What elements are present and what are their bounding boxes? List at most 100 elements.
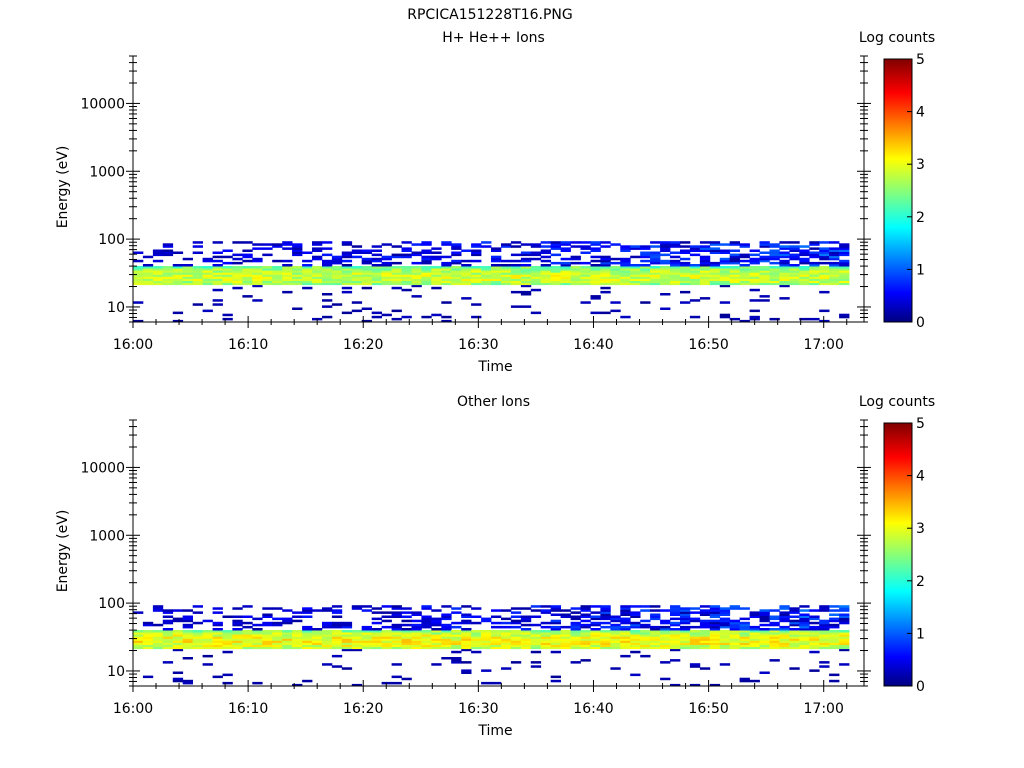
heatmap-cell [172,278,184,281]
heatmap-cell [799,644,810,648]
heatmap-cell [520,243,532,246]
heatmap-cell [312,634,323,637]
heatmap-cell [192,268,203,271]
heatmap-cell [361,278,372,281]
heatmap-cell [421,278,432,281]
heatmap-cell [441,640,452,643]
heatmap-cell [162,274,174,277]
heatmap-cell [769,659,780,662]
heatmap-cell [371,621,382,625]
heatmap-cell [729,241,740,244]
heatmap-cell [471,270,482,273]
heatmap-cell [401,642,412,645]
heatmap-cell [491,621,502,625]
heatmap-cell [640,276,651,279]
heatmap-cell [620,644,631,648]
heatmap-cell [560,274,571,277]
heatmap-cell [809,638,820,641]
y-tick-label: 100 [98,232,125,248]
heatmap-cell [600,286,611,290]
heatmap-cell [580,625,591,629]
heatmap-cell [152,609,164,612]
heatmap-cell [510,264,522,267]
heatmap-cell [351,280,363,284]
heatmap-cell [709,609,721,612]
heatmap-cell [779,253,790,257]
heatmap-cell [809,615,820,618]
heatmap-cell [182,630,193,633]
heatmap-cell [172,266,184,269]
heatmap-cell [411,272,422,275]
heatmap-cell [431,247,442,250]
heatmap-cell [660,270,671,273]
heatmap-cell [232,632,243,635]
heatmap-cell [411,636,422,639]
heatmap-cell [272,640,283,643]
heatmap-cell [331,636,343,639]
heatmap-cell [252,243,263,246]
heatmap-cell [620,607,631,610]
heatmap-cell [401,288,412,292]
heatmap-cell [341,266,353,269]
heatmap-cell [709,628,721,631]
heatmap-cell [222,630,233,633]
heatmap-cell [759,255,770,259]
heatmap-cell [481,630,492,633]
heatmap-cell [252,284,263,288]
heatmap-cell [222,249,233,252]
x-tick-label: 16:50 [688,701,728,717]
heatmap-cell [779,607,790,610]
heatmap-cell [640,268,651,271]
heatmap-cell [401,282,412,286]
heatmap-cell [709,241,721,244]
heatmap-cell [689,646,701,650]
heatmap-cell [252,282,263,286]
heatmap-cell [809,640,820,643]
heatmap-cell [262,607,273,610]
heatmap-cell [540,270,551,273]
heatmap-cell [133,274,144,277]
heatmap-cell [680,268,691,271]
heatmap-cell [530,605,542,608]
heatmap-cell [302,270,313,273]
heatmap-cell [680,282,691,286]
heatmap-cell [232,615,243,618]
heatmap-cell [670,617,681,621]
heatmap-cell [600,282,611,286]
heatmap-cell [819,276,830,279]
heatmap-cell [262,243,273,246]
heatmap-cell [152,630,164,633]
heatmap-cell [779,625,790,629]
heatmap-cell [182,278,193,281]
heatmap-cell [729,636,740,639]
heatmap-cell [590,311,601,315]
heatmap-cell [560,272,571,275]
heatmap-cell [580,607,591,610]
heatmap-cell [680,615,691,618]
heatmap-cell [312,276,323,279]
heatmap-cell [421,625,432,629]
heatmap-cell [471,621,482,625]
heatmap-cell [162,619,174,623]
heatmap-cell [610,278,621,281]
heatmap-cell [431,617,442,621]
heatmap-cell [411,646,422,650]
heatmap-cell [819,665,830,668]
heatmap-cell [640,630,651,633]
heatmap-cell [699,636,711,639]
heatmap-cell [660,245,671,248]
heatmap-cell [411,640,422,643]
heatmap-cell [719,268,731,271]
heatmap-cell [759,636,770,639]
colorbar-tick-label: 3 [916,157,925,173]
heatmap-cell [133,282,144,286]
heatmap-cell [799,630,810,633]
heatmap-cell [829,266,840,269]
heatmap-cell [351,632,363,635]
heatmap-cell [819,261,830,265]
heatmap-cell [501,642,512,645]
heatmap-cell [739,630,750,633]
heatmap-cell [819,249,830,252]
heatmap-cell [312,241,323,244]
